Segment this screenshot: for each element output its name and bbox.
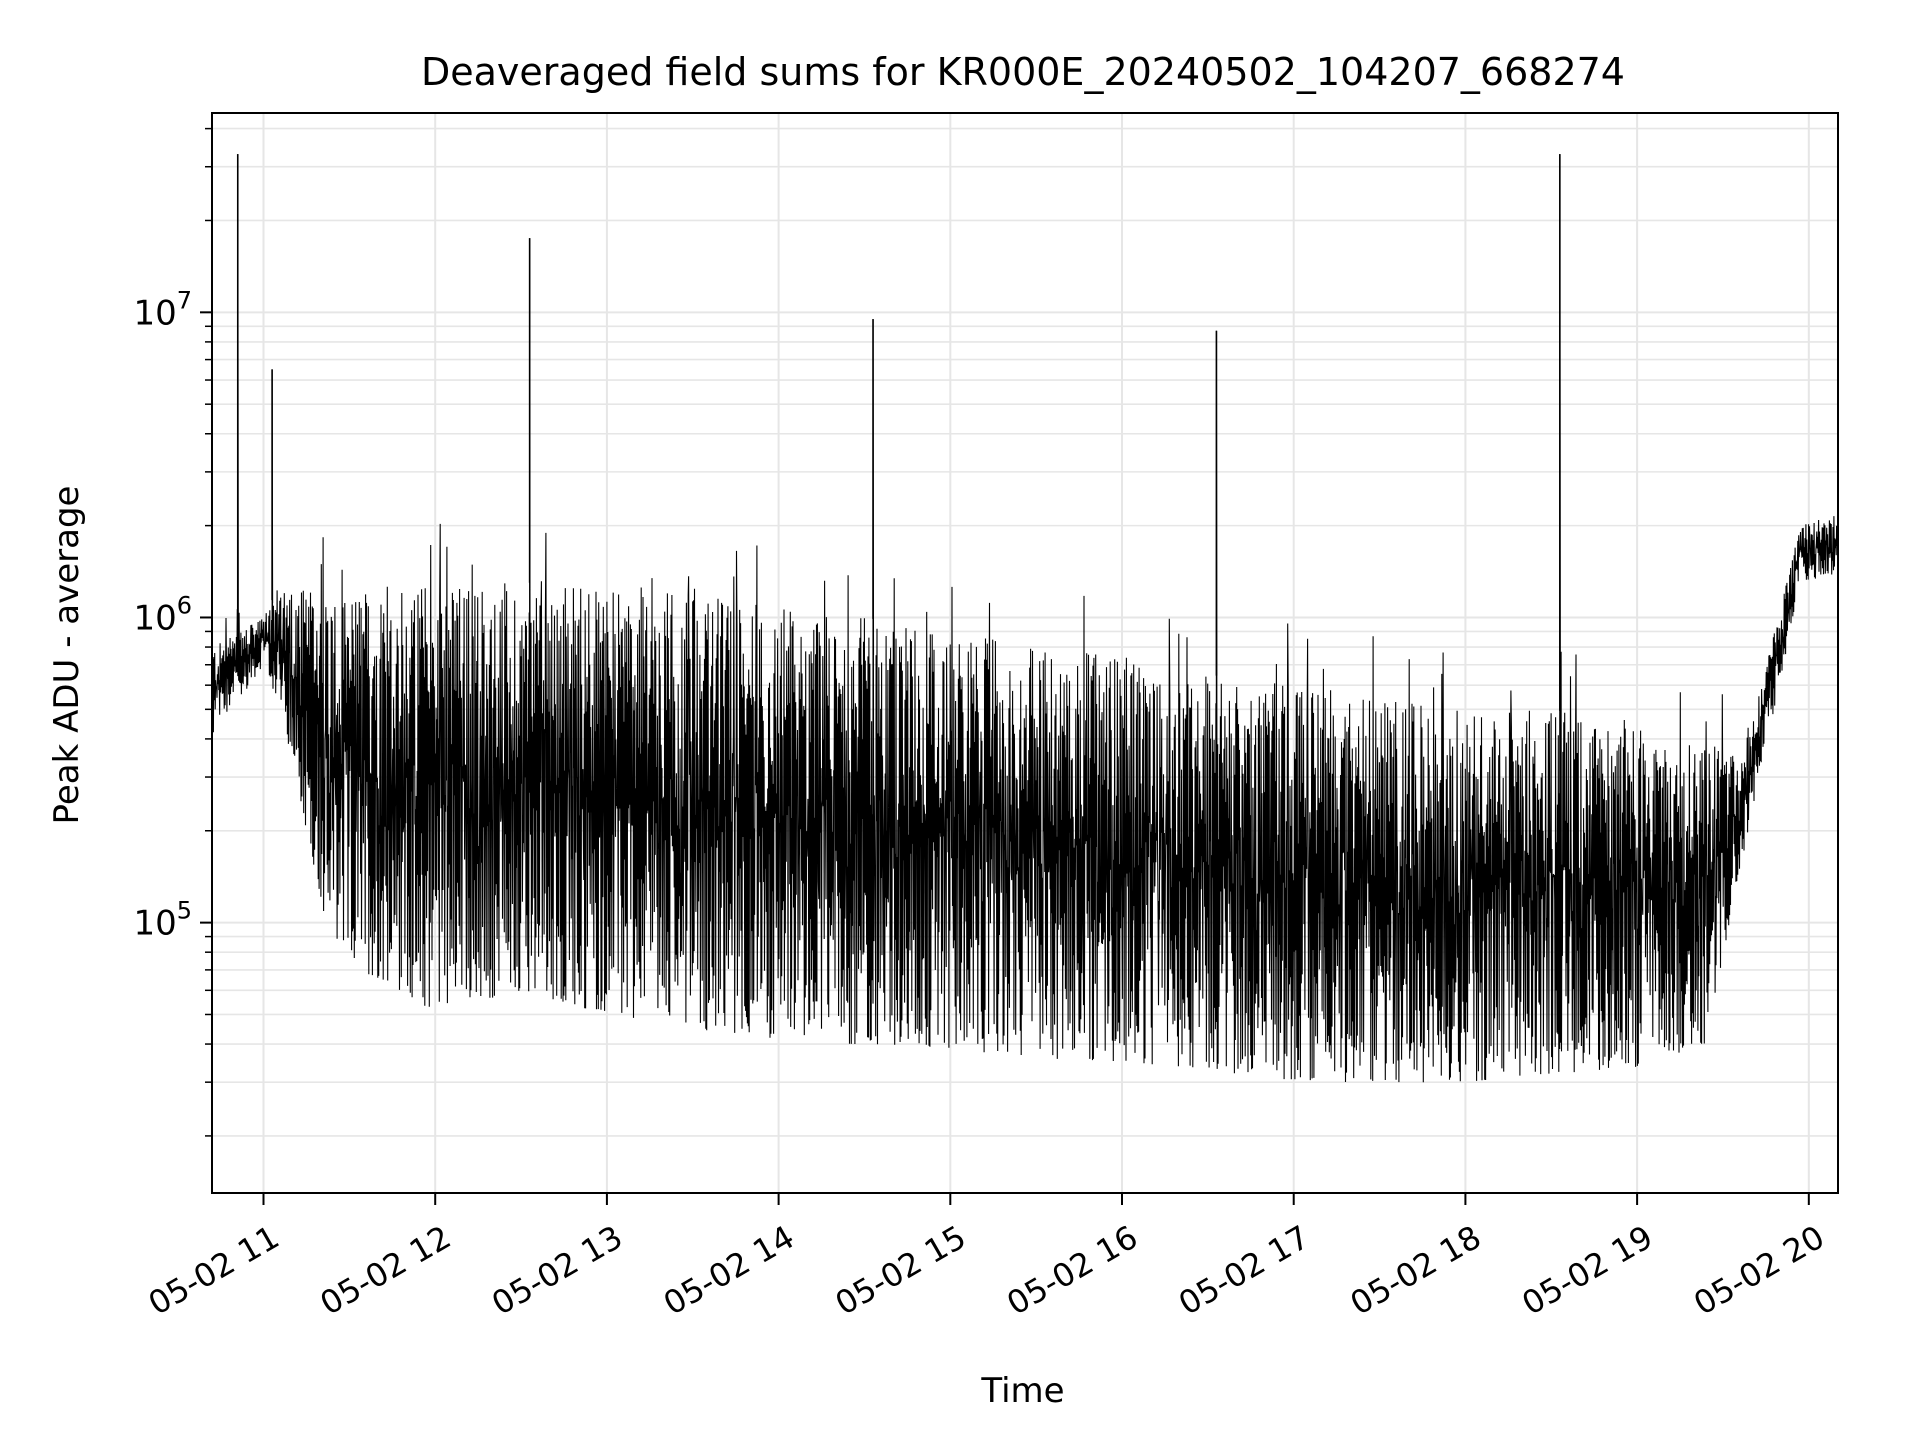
y-tick-label: 106	[133, 591, 192, 638]
series-line	[212, 154, 1838, 1083]
chart-title: Deaveraged field sums for KR000E_2024050…	[421, 50, 1625, 94]
y-axis-label: Peak ADU - average	[47, 486, 87, 825]
x-axis-label: Time	[980, 1371, 1064, 1411]
y-tick-label: 107	[133, 286, 192, 333]
data-series	[212, 154, 1838, 1083]
y-tick-label: 105	[133, 897, 192, 944]
plot-area-frame	[211, 112, 1839, 1194]
y-axis-ticks: 105 106 107	[133, 127, 212, 1137]
